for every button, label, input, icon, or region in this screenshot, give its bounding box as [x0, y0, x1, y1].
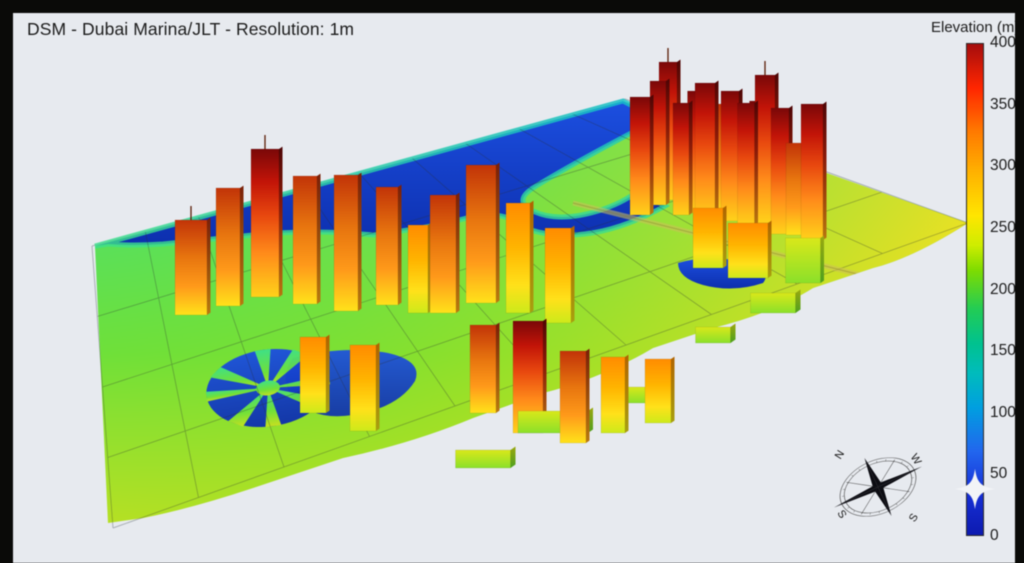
svg-text:S: S [907, 512, 921, 525]
svg-text:W: W [908, 452, 924, 468]
svg-text:N: N [833, 448, 847, 461]
